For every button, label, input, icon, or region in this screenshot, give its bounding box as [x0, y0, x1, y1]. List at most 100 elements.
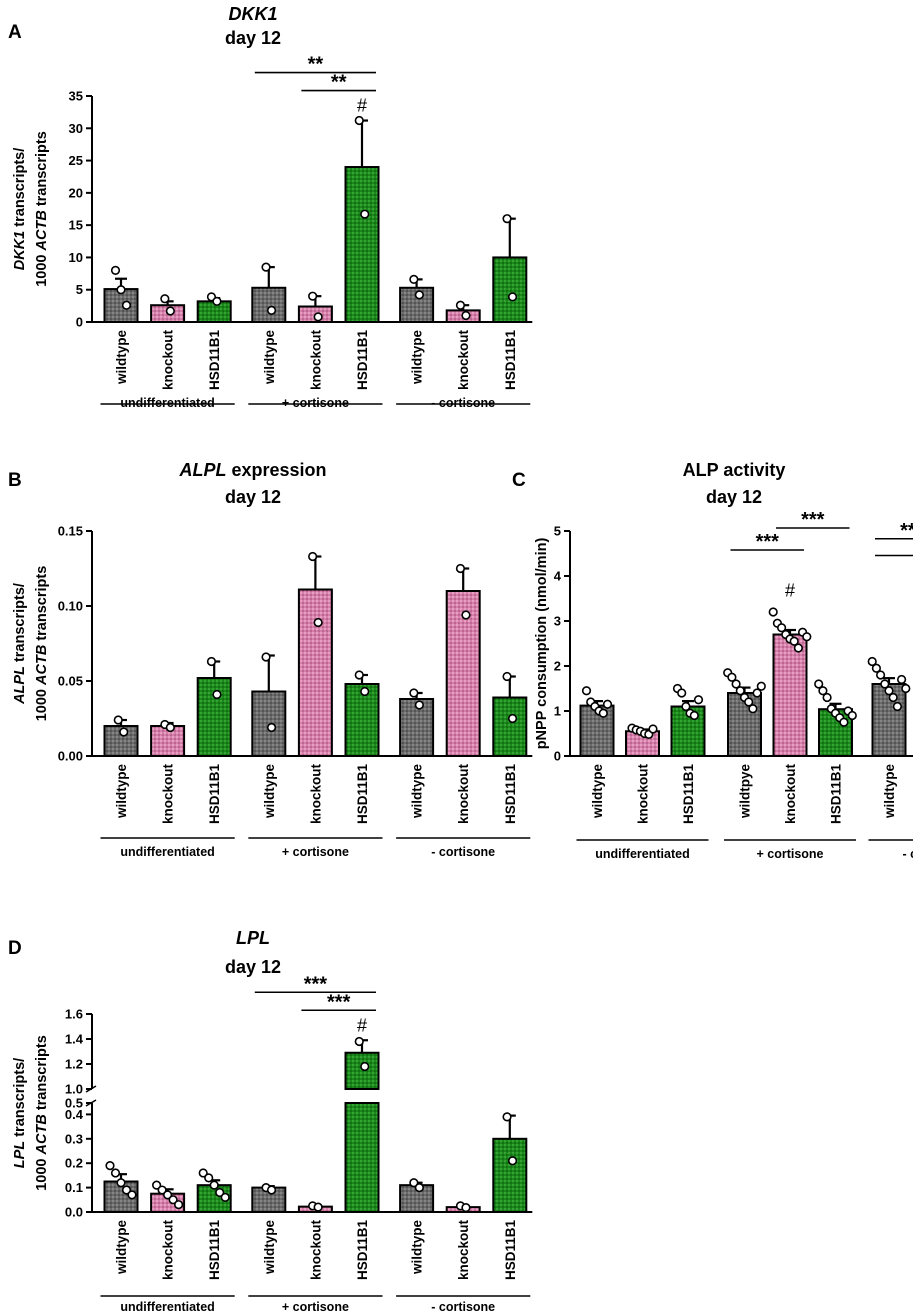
data-point: [113, 715, 123, 725]
data-point: [748, 704, 758, 714]
x-tick-label: wildtype: [410, 764, 425, 819]
x-tick-label: HSD11B1: [355, 764, 370, 825]
data-point: [110, 1168, 121, 1178]
data-point: [822, 692, 832, 703]
data-point: [648, 724, 658, 734]
bar: [196, 677, 232, 757]
data-point: [507, 1156, 518, 1166]
chart-subtitle: day 12: [225, 957, 281, 977]
text-span: 1000: [34, 1154, 50, 1190]
y-tick-label: 0.10: [58, 599, 83, 614]
data-point: [461, 610, 471, 620]
text-span: DKK1: [228, 4, 277, 24]
data-point: [261, 652, 271, 662]
data-point: [261, 262, 271, 272]
text-span: transcripts/: [12, 583, 28, 666]
bar: [251, 286, 287, 323]
y-tick-label: 0.2: [65, 1156, 83, 1171]
group-label: - cortisone: [431, 1300, 495, 1314]
panel-label: D: [8, 938, 22, 959]
data-point: [818, 686, 828, 696]
data-point: [414, 700, 424, 710]
data-point: [212, 689, 222, 700]
x-tick-label: knockout: [783, 764, 798, 825]
chart-title: LPL: [236, 928, 270, 948]
data-point: [888, 692, 898, 703]
data-point: [354, 670, 364, 680]
text-span: transcripts: [34, 1035, 50, 1114]
text-span: ACTB: [34, 210, 50, 251]
bar: [103, 725, 139, 757]
data-point: [507, 292, 518, 302]
panel-a: A DKK1 day 12 DKK1 transcripts/1000 ACTB tr…: [8, 4, 533, 410]
data-point: [598, 708, 608, 718]
data-point: [165, 306, 175, 316]
chart-subtitle: day 12: [225, 487, 281, 507]
y-axis-label-line2: 1000 ACTB transcripts: [34, 1035, 50, 1191]
y-tick-label: 4: [554, 569, 562, 584]
data-point: [110, 265, 121, 275]
x-tick-label: HSD11B1: [503, 1220, 518, 1281]
chart-subtitle: day 12: [706, 487, 762, 507]
data-point: [847, 710, 857, 721]
data-point: [354, 115, 364, 126]
data-point: [206, 656, 217, 667]
bar: [492, 256, 528, 323]
data-point: [105, 1161, 115, 1171]
y-axis-label-line2: 1000 ACTB transcripts: [34, 131, 50, 287]
data-point: [802, 632, 812, 642]
y-tick-label: 1.4: [65, 1032, 84, 1047]
text-span: expression: [226, 460, 326, 480]
text-span: DKK1: [12, 231, 28, 270]
text-span: transcripts: [34, 131, 50, 210]
x-tick-label: knockout: [308, 764, 323, 825]
x-tick-label: knockout: [456, 330, 471, 391]
data-point: [409, 1178, 419, 1188]
x-tick-label: knockout: [161, 330, 176, 391]
y-tick-label: 0.1: [65, 1180, 83, 1195]
x-tick-label: wildtype: [262, 330, 277, 385]
y-tick-label: 0.3: [65, 1131, 83, 1146]
x-tick-label: wildtype: [590, 764, 605, 819]
y-tick-label: 15: [69, 218, 83, 233]
data-point: [793, 643, 804, 653]
data-point: [360, 1061, 370, 1072]
group-label: undifferentiated: [120, 396, 214, 410]
x-tick-label: HSD11B1: [355, 330, 370, 391]
data-point: [116, 1178, 126, 1188]
data-point: [689, 710, 699, 721]
data-point: [455, 300, 466, 310]
y-tick-label: 1.6: [65, 1007, 83, 1022]
bar: [344, 683, 380, 757]
data-point: [839, 717, 849, 727]
data-point: [165, 722, 175, 733]
data-point: [215, 1187, 225, 1198]
data-point: [502, 214, 512, 224]
panel-label: A: [8, 22, 22, 43]
group-label: + cortisone: [282, 845, 349, 859]
data-point: [266, 722, 277, 733]
data-point: [507, 713, 518, 724]
data-point: [502, 1112, 512, 1122]
y-tick-label: 0.05: [58, 674, 83, 689]
text-span: ALPL: [12, 666, 28, 705]
panel-label: C: [512, 470, 526, 491]
y-tick-label: 0.15: [58, 524, 83, 539]
group-label: + cortisone: [756, 847, 823, 861]
y-axis-label: DKK1 transcripts/: [12, 148, 28, 270]
significance-stars: ***: [304, 973, 328, 995]
y-tick-label: 1.0: [65, 1082, 83, 1097]
text-span: transcripts: [34, 566, 50, 645]
y-axis-label: pNPP consumption (nmol/min): [534, 538, 550, 750]
bar-lower: [344, 1102, 380, 1213]
y-tick-label: 5: [76, 282, 83, 297]
data-point: [727, 672, 737, 682]
data-point: [308, 291, 318, 301]
group-label: + cortisone: [282, 1300, 349, 1314]
text-span: ALP activity: [683, 460, 786, 480]
chart-title: ALPL expression: [178, 460, 326, 480]
data-point: [409, 274, 419, 284]
data-point: [360, 686, 370, 697]
x-tick-label: knockout: [456, 764, 471, 825]
